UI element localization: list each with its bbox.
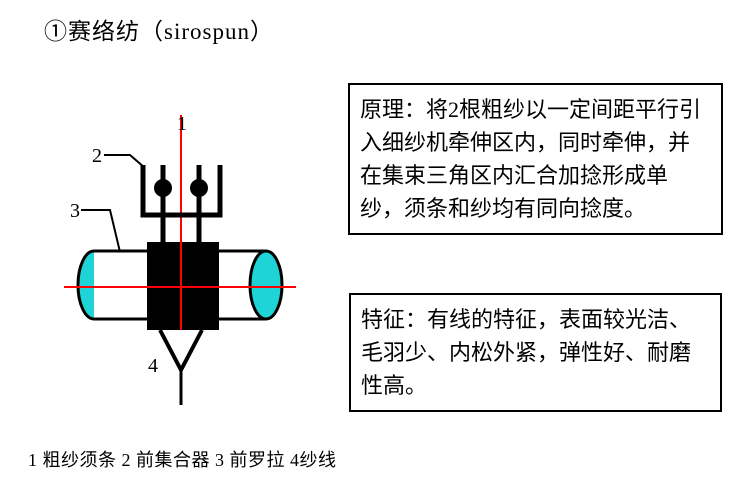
diagram-label-1: 1 (177, 113, 187, 135)
diagram-label-4: 4 (148, 355, 158, 377)
diagram-label-3: 3 (70, 200, 80, 222)
convergence-triangle (160, 330, 202, 370)
diagram-label-2: 2 (92, 145, 102, 167)
page-title: ①赛络纺（sirospun） (44, 12, 274, 46)
sirospun-diagram: 1 2 3 4 (30, 70, 320, 410)
principle-box: 原理：将2根粗纱以一定间距平行引入细纱机牵伸区内，同时牵伸，并在集束三角区内汇合… (348, 83, 723, 235)
leader-2 (104, 155, 145, 168)
legend-text: 1 粗纱须条 2 前集合器 3 前罗拉 4纱线 (28, 446, 337, 472)
leader-3 (81, 210, 120, 252)
feature-box: 特征：有线的特征，表面较光洁、毛羽少、内松外紧，弹性好、耐磨性高。 (349, 293, 722, 412)
